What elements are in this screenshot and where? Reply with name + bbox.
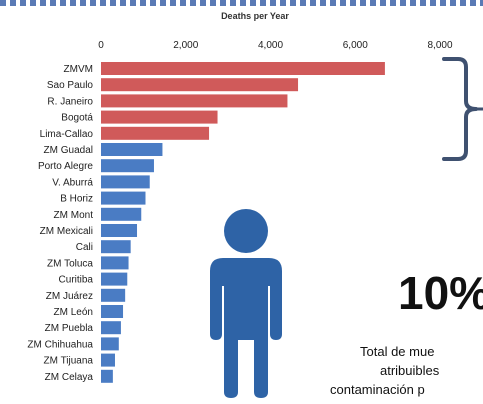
curly-bracket [442,57,478,161]
bar [101,337,119,351]
category-label: Lima-Callao [40,129,94,140]
category-label: ZMVM [64,64,93,75]
x-tick-label: 8,000 [427,40,452,51]
category-label: Sao Paulo [47,80,94,91]
bar [101,175,150,189]
bar [101,240,131,254]
x-tick-label: 4,000 [258,40,283,51]
x-axis-ticks: 0 2,000 4,000 6,000 8,000 [98,40,453,51]
category-label: B Horiz [60,194,93,205]
category-label: Cali [76,242,93,253]
bar [101,191,146,205]
category-label: Bogotá [61,113,93,124]
category-label: ZM Guadal [44,145,93,156]
bar [101,321,121,335]
category-label: ZM Juárez [46,291,93,302]
bar [101,62,385,75]
category-label: ZM Mont [54,210,94,221]
category-label: Curitiba [59,275,94,286]
bar [101,110,218,124]
callout-line-3: contaminación p [330,382,425,397]
category-label: ZM León [54,307,93,318]
x-tick-label: 0 [98,40,104,51]
category-labels: ZMVM Sao Paulo R. Janeiro Bogotá Lima-Callao… [27,64,93,383]
callout-line-1: Total de mue [360,344,435,359]
bar [101,353,115,367]
callout-description: Total de mue atribuibles contaminación p [300,342,483,404]
bar [101,94,288,108]
bar [101,272,128,286]
x-tick-label: 6,000 [343,40,368,51]
category-label: R. Janeiro [47,96,93,107]
bar [101,256,129,270]
category-label: ZM Celaya [45,372,94,383]
category-label: ZM Mexicali [40,226,93,237]
chart-title: Deaths per Year [221,11,289,21]
category-label: ZM Puebla [45,323,94,334]
category-label: ZM Chihuahua [27,339,93,350]
decorative-top-band [0,0,483,6]
bars [101,62,385,383]
x-tick-label: 2,000 [173,40,198,51]
bar [101,305,124,318]
category-label: V. Aburrá [52,177,93,188]
category-label: Porto Alegre [38,161,93,172]
bar [101,288,126,302]
bar [101,224,138,237]
bar [101,126,210,140]
person-icon [210,209,282,398]
bar [101,143,163,156]
category-label: ZM Tijuana [44,356,94,367]
bar [101,159,154,173]
bar [101,369,113,383]
category-label: ZM Toluca [47,258,93,269]
percentage-callout: 10% [398,267,483,319]
callout-line-2: atribuibles [380,363,440,378]
bar [101,207,142,221]
bar [101,78,299,92]
